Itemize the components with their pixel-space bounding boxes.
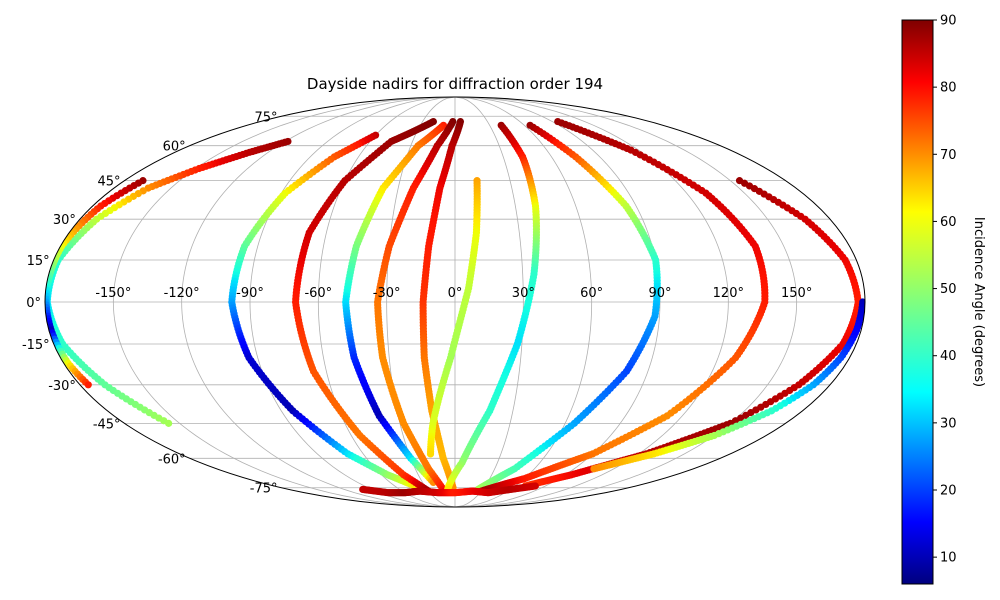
colorbar-tick-label: 10 xyxy=(940,551,957,566)
data-point xyxy=(84,381,92,389)
series-track-11 xyxy=(477,117,769,495)
series-track-3 xyxy=(228,131,419,490)
lat-tick-label: 30° xyxy=(53,213,76,228)
series-track-14 xyxy=(359,482,539,497)
lat-tick-label: 15° xyxy=(27,254,50,269)
colorbar-tick-label: 40 xyxy=(940,349,957,364)
series-track-1 xyxy=(45,137,292,427)
meridian-line xyxy=(249,96,456,508)
series-track-10 xyxy=(474,121,661,494)
lon-tick-label: 30° xyxy=(512,286,535,301)
longitude-tick-labels: -150° -120° -90° -60° -30° 0° 30° 60° 90° 120° 150… xyxy=(95,286,812,301)
chart-title: Dayside nadirs for diffraction order 194 xyxy=(307,75,603,93)
data-point xyxy=(426,450,435,458)
lat-tick-label: 0° xyxy=(26,296,41,311)
lon-tick-label: 150° xyxy=(781,286,812,301)
colorbar-tick-label: 90 xyxy=(940,14,957,29)
lon-tick-label: 90° xyxy=(648,286,671,301)
lon-tick-label: 60° xyxy=(580,286,603,301)
lon-tick-label: -60° xyxy=(304,286,332,301)
colorbar xyxy=(901,19,934,585)
lat-tick-label: 60° xyxy=(163,140,186,155)
series-track-9 xyxy=(444,121,541,494)
lon-tick-label: -120° xyxy=(164,286,200,301)
lat-tick-label: -60° xyxy=(158,452,186,467)
data-point xyxy=(590,465,598,473)
lat-tick-label: -45° xyxy=(93,417,121,432)
data-points xyxy=(45,117,865,497)
series-track-7 xyxy=(419,117,465,492)
lon-tick-label: -90° xyxy=(236,286,264,301)
series-track-6 xyxy=(373,117,457,495)
map-boundary xyxy=(44,96,866,508)
colorbar-tick-label: 60 xyxy=(940,215,957,230)
meridian-line xyxy=(454,96,524,508)
data-point xyxy=(531,482,539,490)
lat-tick-label: 45° xyxy=(98,175,121,190)
meridian-line xyxy=(112,96,456,508)
colorbar-tick-label: 80 xyxy=(940,81,957,96)
meridian-line xyxy=(317,96,456,508)
lat-tick-label: 75° xyxy=(254,110,277,125)
lat-tick-label: -30° xyxy=(48,379,76,394)
colorbar-tick-label: 20 xyxy=(940,484,957,499)
colorbar-tick-label: 70 xyxy=(940,148,957,163)
data-point xyxy=(165,419,173,427)
lat-tick-label: -75° xyxy=(250,482,278,497)
lon-tick-label: -30° xyxy=(373,286,401,301)
series-track-2 xyxy=(45,177,147,389)
series-track-13 xyxy=(590,298,865,473)
colorbar-tick-label: 50 xyxy=(940,282,957,297)
colorbar-label: Incidence Angle (degrees) xyxy=(971,217,986,387)
series-track-5 xyxy=(342,121,448,487)
meridian-line xyxy=(454,96,593,508)
colorbar-ticks: 10 20 30 40 50 60 70 80 90 xyxy=(933,14,957,566)
lon-tick-label: 120° xyxy=(713,286,744,301)
lon-tick-label: -150° xyxy=(95,286,131,301)
latitude-tick-labels: 75° 60° 45° 30° 15° 0° -15° -30° -45° -60° -75° xyxy=(22,110,278,496)
graticule-grid xyxy=(45,96,865,508)
colorbar-tick-label: 30 xyxy=(940,416,957,431)
series-track-4 xyxy=(291,117,437,495)
lon-tick-label: 0° xyxy=(448,286,463,301)
lat-tick-label: -15° xyxy=(22,338,50,353)
series-track-8 xyxy=(426,177,481,458)
meridian-line xyxy=(454,96,798,508)
